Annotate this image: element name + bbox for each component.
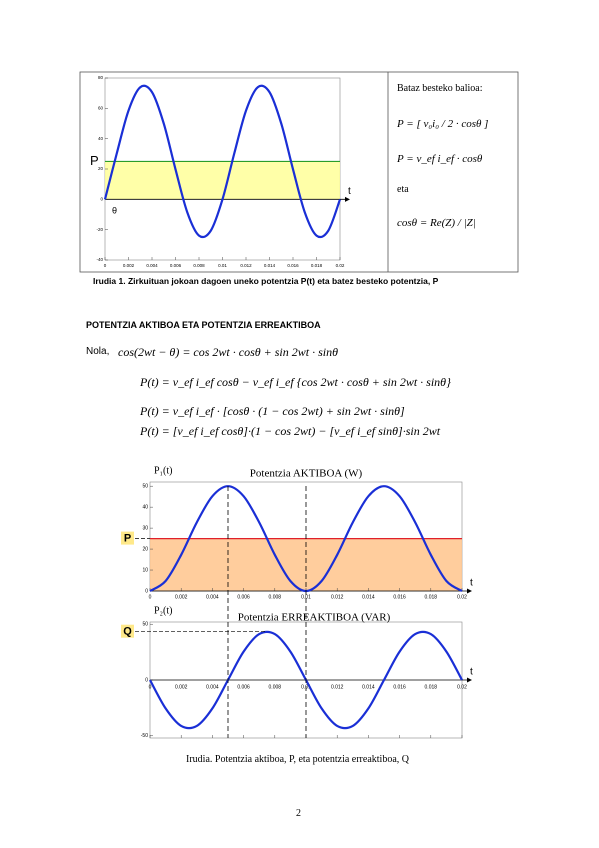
y-tick-label: -40 [96, 257, 103, 262]
x-tick-label: 0.01 [301, 594, 311, 600]
axis-arrow [345, 196, 350, 202]
figure-caption: Irudia 1. Zirkuituan jokoan dagoen uneko… [93, 276, 439, 286]
x-axis-label: t [348, 186, 351, 197]
y-tick-label: 80 [98, 75, 104, 80]
y-tick-label: 0 [100, 197, 103, 202]
chart-title: Potentzia AKTIBOA (W) [250, 468, 363, 480]
x-tick-label: 0.018 [425, 684, 438, 690]
x-tick-label: 0.01 [218, 263, 227, 268]
x-tick-label: 0.002 [175, 684, 188, 690]
conjunction: eta [397, 184, 409, 195]
x-tick-label: 0.004 [206, 594, 219, 600]
x-tick-label: 0.002 [123, 263, 135, 268]
level-label: P [124, 533, 131, 545]
identity: cos(2wt − θ) = cos 2wt · cosθ + sin 2wt … [118, 345, 338, 359]
y-tick-label: 40 [98, 136, 104, 141]
figure-caption: Irudia. Potentzia aktiboa, P, eta potent… [186, 754, 409, 765]
section-heading: POTENTZIA AKTIBOA ETA POTENTZIA ERREAKTI… [86, 320, 321, 330]
chart-title: Potentzia ERREAKTIBOA (VAR) [238, 612, 391, 624]
x-tick-label: 0.012 [240, 263, 252, 268]
y-tick-label: 50 [142, 484, 148, 490]
x-tick-label: 0.008 [193, 263, 205, 268]
y-tick-label: -50 [141, 733, 148, 739]
x-tick-label: 0.018 [425, 594, 438, 600]
x-tick-label: 0.014 [362, 684, 375, 690]
x-tick-label: 0.006 [237, 594, 250, 600]
level-label: P [90, 153, 99, 168]
theta-label: θ [112, 206, 117, 216]
x-axis-label: t [470, 578, 473, 589]
x-tick-label: 0.016 [393, 684, 406, 690]
formula: P = v_ef i_ef · cosθ [397, 153, 483, 165]
x-tick-label: 0.008 [269, 594, 282, 600]
y-tick-label: 20 [142, 546, 148, 552]
y-tick-label: 20 [98, 166, 104, 171]
y-axis-label: P₁(t) [154, 465, 173, 476]
equation: P(t) = v_ef i_ef · [cosθ · (1 − cos 2wt)… [140, 404, 405, 418]
y-tick-label: 40 [142, 504, 148, 510]
x-tick-label: 0 [149, 684, 152, 690]
axis-arrow [467, 677, 472, 683]
y-tick-label: 0 [145, 677, 148, 683]
level-label-box [121, 624, 134, 638]
y-tick-label: 50 [142, 622, 148, 628]
x-tick-label: 0.02 [457, 594, 467, 600]
x-tick-label: 0.004 [146, 263, 158, 268]
x-tick-label: 0 [149, 594, 152, 600]
x-tick-label: 0.014 [362, 594, 375, 600]
level-fill [105, 161, 340, 200]
y-tick-label: 0 [145, 588, 148, 594]
x-tick-label: 0.002 [175, 594, 188, 600]
x-tick-label: 0.012 [331, 684, 344, 690]
figure-box [79, 71, 519, 273]
panel-heading: Bataz besteko balioa: [397, 83, 483, 94]
level-label: Q [123, 626, 132, 638]
y-tick-label: 30 [142, 525, 148, 531]
y-tick-label: 10 [142, 567, 148, 573]
page-number: 2 [296, 808, 301, 819]
x-tick-label: 0 [104, 263, 107, 268]
x-tick-label: 0.016 [393, 594, 406, 600]
curve [103, 84, 342, 239]
x-tick-label: 0.016 [287, 263, 299, 268]
intro: Nola, [86, 346, 110, 357]
x-tick-label: 0.018 [311, 263, 323, 268]
axis-arrow [467, 588, 472, 594]
x-tick-label: 0.006 [237, 684, 250, 690]
x-axis-label: t [470, 667, 473, 678]
formula: P = [ v₀i₀ / 2 · cosθ ] [397, 118, 489, 130]
equation: P(t) = v_ef i_ef cosθ − v_ef i_ef {cos 2… [140, 375, 451, 389]
x-tick-label: 0.008 [269, 684, 282, 690]
y-tick-label: 60 [98, 106, 104, 111]
x-tick-label: 0.004 [206, 684, 219, 690]
x-tick-label: 0.02 [336, 263, 345, 268]
level-label-box [121, 531, 134, 545]
y-axis-label: P₂(t) [154, 605, 173, 616]
x-tick-label: 0.012 [331, 594, 344, 600]
formula: cosθ = Re(Z) / |Z| [397, 217, 476, 229]
x-tick-label: 0.02 [457, 684, 467, 690]
x-tick-label: 0.006 [170, 263, 182, 268]
x-tick-label: 0.014 [264, 263, 276, 268]
y-tick-label: -20 [96, 227, 103, 232]
equation: P(t) = [v_ef i_ef cosθ]·(1 − cos 2wt) − … [140, 424, 441, 438]
